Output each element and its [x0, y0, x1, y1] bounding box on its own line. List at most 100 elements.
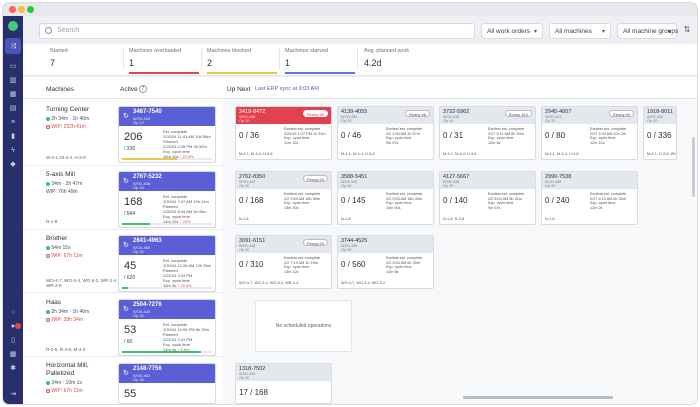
active-card-body: 55 [119, 383, 215, 403]
machine-horizontal-mill[interactable]: Horizontal Mill, Palletized 34m · 10m 1s… [46, 362, 118, 394]
list-icon[interactable]: ≡ [10, 119, 16, 126]
top-bar: Search All work orders ▾ All machines ▾ … [23, 16, 697, 44]
up-next-work-order-card[interactable]: 2945-4007 WO0-443 Op 20 Ready #6 0 / 80 Earli… [541, 106, 638, 160]
parts-count: 0 / 240 [545, 196, 570, 205]
parts-completed: 53 [124, 324, 137, 336]
empty-slot-card: No scheduled operations [255, 300, 352, 352]
schedule-board: Machines Active 7 Up Next Last ERP sync … [23, 77, 697, 404]
bar-chart-icon[interactable]: ▮ [11, 133, 15, 140]
card-ops: M-4-1, H-3-8, WO-4-4 [647, 152, 677, 156]
machine-5-axis-mill[interactable]: 5-axis Mill 34m · 2h 47m WIP: 76h 49m [46, 171, 141, 195]
search-icon [45, 27, 52, 34]
operation-number: Op 10 [133, 185, 144, 190]
maximize-window-button[interactable] [27, 6, 34, 13]
cycle-time-label: Exp. cycle time [284, 136, 310, 141]
progress-bar [122, 351, 212, 353]
book-icon[interactable]: ▯ [11, 337, 15, 344]
active-work-order-card[interactable]: ↻ 2767-5232 WO0-448 Op 10 168 / 544 Est. compl… [118, 171, 216, 228]
up-next-work-order-card[interactable]: 2762-8350 WO0-442 Op 10 Ready #9 0 / 168 Earl… [235, 171, 332, 225]
card-details: Earliest est. complete 2/2 2:34 AM 2h 57m… [386, 127, 422, 145]
up-next-work-order-card[interactable]: 2990-7538 WO0-448 Op 20 0 / 240 Earliest est… [541, 171, 638, 225]
work-orders-filter[interactable]: All work orders ▾ [481, 23, 543, 39]
document-icon[interactable]: ▤ [9, 105, 17, 112]
card-ops: M-4-1, M-4-4, H-3-8 [239, 152, 273, 156]
up-next-work-order-card[interactable]: 3588-5451 WO0-443 Op 40 0 / 145 Earliest est… [337, 171, 434, 225]
horizontal-scrollbar[interactable] [463, 396, 613, 399]
card-details: Earliest est. complete 2/27 9:11 AM 6h 39… [488, 127, 524, 145]
parts-count: 0 / 31 [443, 131, 464, 140]
machine-brother[interactable]: Brother 54m 15s WIP: 67h 11m [46, 235, 141, 259]
cycle-time-label: Exp. cycle time [163, 214, 190, 219]
cycle-icon: ↻ [123, 178, 129, 185]
grid-icon[interactable]: ▦ [9, 351, 17, 358]
card-header: 3588-5451 WO0-443 Op 40 [338, 172, 433, 189]
earliest-complete-value: 2/22/24 1:37 PM 1h 31m [284, 131, 326, 136]
cycle-time-value: 15m 30s [284, 205, 299, 210]
work-order-number: 2945-4007 [545, 109, 572, 115]
folder-icon[interactable]: ▭ [9, 63, 17, 70]
search-icon[interactable]: ○ [10, 309, 16, 316]
active-work-order-card[interactable]: ↻ 2641-4963 WO0-460 Op 20 45 / 620 Est. comple… [118, 235, 216, 292]
parts-completed: 55 [124, 388, 137, 400]
cycle-time-label: Exp. cycle time [163, 278, 190, 283]
machines-filter[interactable]: All machines ▾ [549, 23, 611, 39]
work-order-sub: WO0-462 [133, 373, 151, 378]
card-ops: WO-4-7, WO-3-4, WO-5-2, WR-2-4 [239, 281, 299, 285]
ready-badge: Ready #8 [302, 110, 328, 117]
tag-icon[interactable]: ◆ [10, 161, 16, 168]
stat-value: 1 [285, 58, 291, 68]
sort-icon[interactable]: ⇅ [683, 25, 691, 34]
up-next-work-order-card[interactable]: 3744-4525 WO0-439 Op 30 0 / 560 Earliest est… [337, 235, 434, 289]
up-next-work-order-card[interactable]: 1318-7502 WO0-444 Op 10 17 / 168 [235, 363, 332, 404]
earliest-complete-label: Earliest est. complete [284, 127, 321, 131]
machine-haas[interactable]: Haas 2h 34m · 1h 46m WIP: 39h 34m [46, 299, 141, 323]
sidebar: ⤨ ▭ ▥ ▦ ▤ ≡ ▮ ϟ ◆ ○ ● ▯ ▦ ✱ ⇥ [3, 16, 23, 404]
up-next-work-order-card[interactable]: 3722-5962 WO0-440 Op 40 Ready #10 0 / 31 Earl… [439, 106, 536, 160]
active-card-header: ↻ 3467-7540 WO0-440 Op 10 [119, 107, 215, 126]
stat-value: 2 [207, 58, 213, 68]
active-work-order-card[interactable]: ↻ 2504-7276 WO0-426 Op 20 53 / 60 Est. complet… [118, 299, 216, 356]
cycle-icon: ↻ [123, 113, 129, 120]
cycle-time-value: 15m 3s [163, 283, 177, 288]
work-order-number: 3467-7540 [133, 109, 162, 115]
up-next-work-order-card[interactable]: 4139-4055 WO0-434 Op 20 Ready #8 0 / 46 Earli… [337, 106, 434, 160]
search-input[interactable]: Search [39, 23, 475, 39]
cycle-time-value: 12m 10s [590, 140, 605, 145]
active-work-order-card[interactable]: ↻ 3467-7540 WO0-440 Op 10 206 / 336 Est. compl… [118, 106, 216, 163]
est-complete-label: Est. complete [163, 322, 188, 327]
active-work-order-card[interactable]: ↻ 2148-7756 WO0-462 Op 30 55 [118, 363, 216, 404]
work-order-sub: WO0-444 Op 10 [239, 372, 256, 380]
earliest-complete-value: 2/2 2:54 AM 18h 50m [284, 196, 321, 201]
earliest-complete-label: Earliest est. complete [284, 256, 321, 260]
operation-number: Op 20 [133, 249, 144, 254]
machine-groups-filter[interactable]: All machine groups ▾ [617, 23, 678, 39]
close-window-button[interactable] [9, 6, 16, 13]
blocked-bar [207, 72, 277, 74]
up-next-work-order-card[interactable]: 3091-6151 WO0-446 Op 20 Ready #9 0 / 310 Earl… [235, 235, 332, 289]
row-divider [23, 229, 223, 230]
card-ops: M-4-1, M-4-4, H-3-8 [341, 152, 375, 156]
logout-icon[interactable]: ⇥ [10, 391, 16, 398]
cycle-time-label: Exp. cycle time [386, 265, 412, 270]
machine-turning-center[interactable]: Turning Center 2h 34m · 1h 46m WIP: 232h… [46, 106, 141, 130]
work-order-number: 2504-7276 [133, 302, 162, 308]
settings-icon[interactable]: ✱ [10, 365, 16, 372]
earliest-complete-value: 2/2 6:04 AM 6h 41m [488, 196, 522, 201]
up-next-work-order-card[interactable]: 2419-8472 WO0-448 Op 20 Ready #8 0 / 36 Earli… [235, 106, 332, 160]
card-header: 4127-5667 WO0-435 Op 40 [440, 172, 535, 189]
minimize-window-button[interactable] [18, 6, 25, 13]
up-next-work-order-card[interactable]: 4127-5667 WO0-435 Op 40 0 / 140 Earliest est… [439, 171, 536, 225]
work-order-number: 1918-8011 [647, 109, 673, 115]
machines-column-header: Machines [23, 77, 118, 99]
vertical-scrollbar[interactable] [692, 137, 695, 197]
calendar-icon[interactable]: ▦ [9, 91, 17, 98]
machine-ops: R-2-5, R-3-8, M-4-3 [46, 347, 86, 352]
bolt-icon[interactable]: ϟ [11, 147, 15, 154]
work-order-sub: WO0-439 Op 30 [341, 244, 358, 252]
card-details: Earliest est. complete 2/2 6:04 AM 6h 41m… [488, 192, 524, 210]
machine-name: 5-axis Mill [46, 171, 75, 178]
sidebar-item-schedule-active[interactable] [5, 38, 21, 54]
notifications-icon[interactable]: ● [10, 323, 16, 330]
chart-icon[interactable]: ▥ [9, 77, 17, 84]
